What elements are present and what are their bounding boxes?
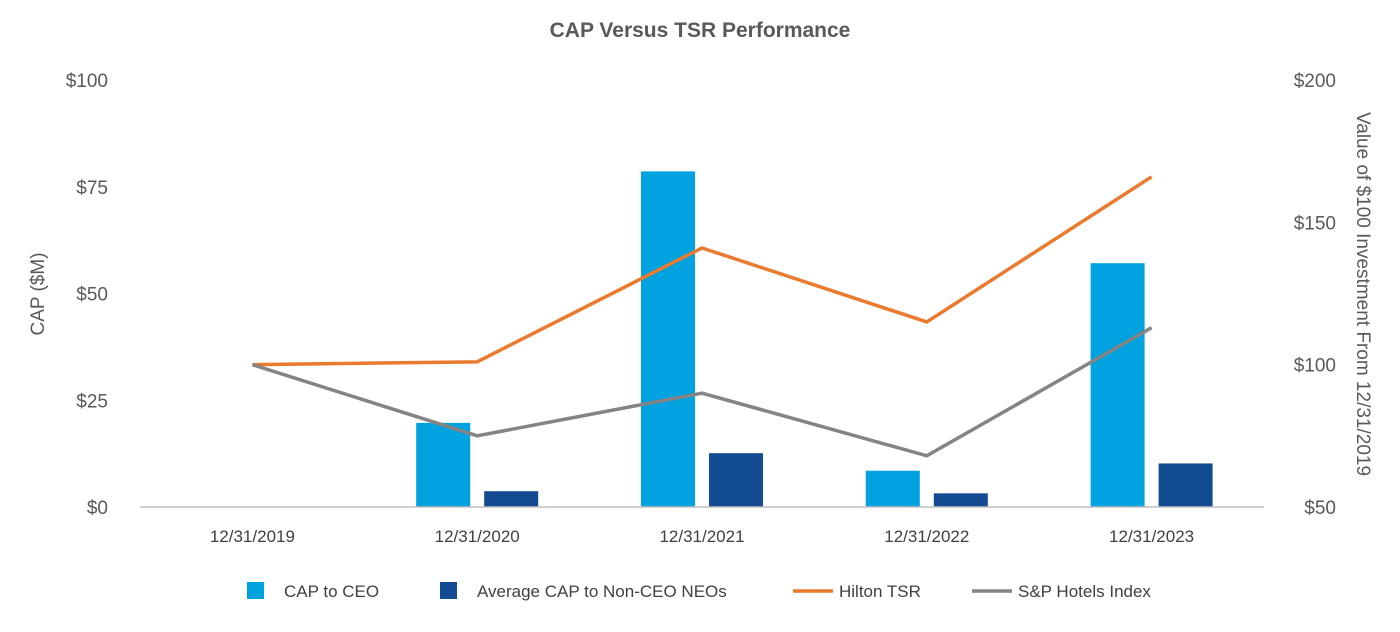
right-axis-label: Value of $100 Investment From 12/31/2019 [1352, 112, 1373, 476]
bar-cap-to-ceo-1 [416, 422, 471, 507]
legend-label-average-cap-to-non-ceo-neos: Average CAP to Non-CEO NEOs [477, 582, 727, 601]
bar-cap-to-ceo-2 [641, 171, 695, 508]
line-s-p-hotels-index [251, 326, 1153, 458]
x-tick-label: 12/31/2019 [210, 527, 295, 546]
legend: CAP to CEO Average CAP to Non-CEO NEOs Hil… [247, 582, 1151, 601]
legend-swatch-cap-to-ceo [247, 582, 264, 599]
left-axis-label: CAP ($M) [28, 252, 49, 335]
legend-label-s-p-hotels-index: S&P Hotels Index [1018, 582, 1151, 601]
right-tick-label: $50 [1304, 498, 1336, 519]
line-marks [251, 175, 1153, 458]
right-tick-label: $200 [1294, 71, 1336, 92]
right-tick-label: $100 [1294, 356, 1336, 377]
chart-title: CAP Versus TSR Performance [550, 19, 851, 42]
bar-average-cap-to-non-ceo-neos-4 [1158, 463, 1213, 507]
left-tick-label: $75 [76, 178, 108, 199]
line-hilton-tsr [252, 175, 1153, 367]
x-tick-label: 12/31/2020 [435, 527, 520, 546]
left-tick-label: $25 [76, 391, 108, 412]
x-tick-label: 12/31/2021 [659, 527, 744, 546]
right-axis-ticks: $50 $100 $150 $200 [1294, 71, 1336, 519]
right-tick-label: $150 [1294, 213, 1336, 234]
left-tick-label: $0 [87, 498, 108, 519]
x-axis-ticks: 12/31/2019 12/31/2020 12/31/2021 12/31/2022… [210, 527, 1194, 546]
legend-label-cap-to-ceo: CAP to CEO [284, 582, 379, 601]
bar-cap-to-ceo-4 [1090, 263, 1145, 507]
bar-average-cap-to-non-ceo-neos-3 [933, 493, 988, 507]
legend-label-hilton-tsr: Hilton TSR [839, 582, 921, 601]
left-tick-label: $50 [76, 285, 108, 306]
left-tick-label: $100 [66, 71, 108, 92]
left-axis-ticks: $0 $25 $50 $75 $100 [66, 71, 108, 519]
x-tick-label: 12/31/2023 [1109, 527, 1194, 546]
bar-cap-to-ceo-3 [865, 470, 920, 507]
bar-marks [416, 171, 1213, 508]
bar-average-cap-to-non-ceo-neos-2 [709, 453, 763, 507]
legend-swatch-average-cap-to-non-ceo-neos [440, 582, 457, 599]
x-tick-label: 12/31/2022 [884, 527, 969, 546]
bar-average-cap-to-non-ceo-neos-1 [484, 491, 539, 507]
